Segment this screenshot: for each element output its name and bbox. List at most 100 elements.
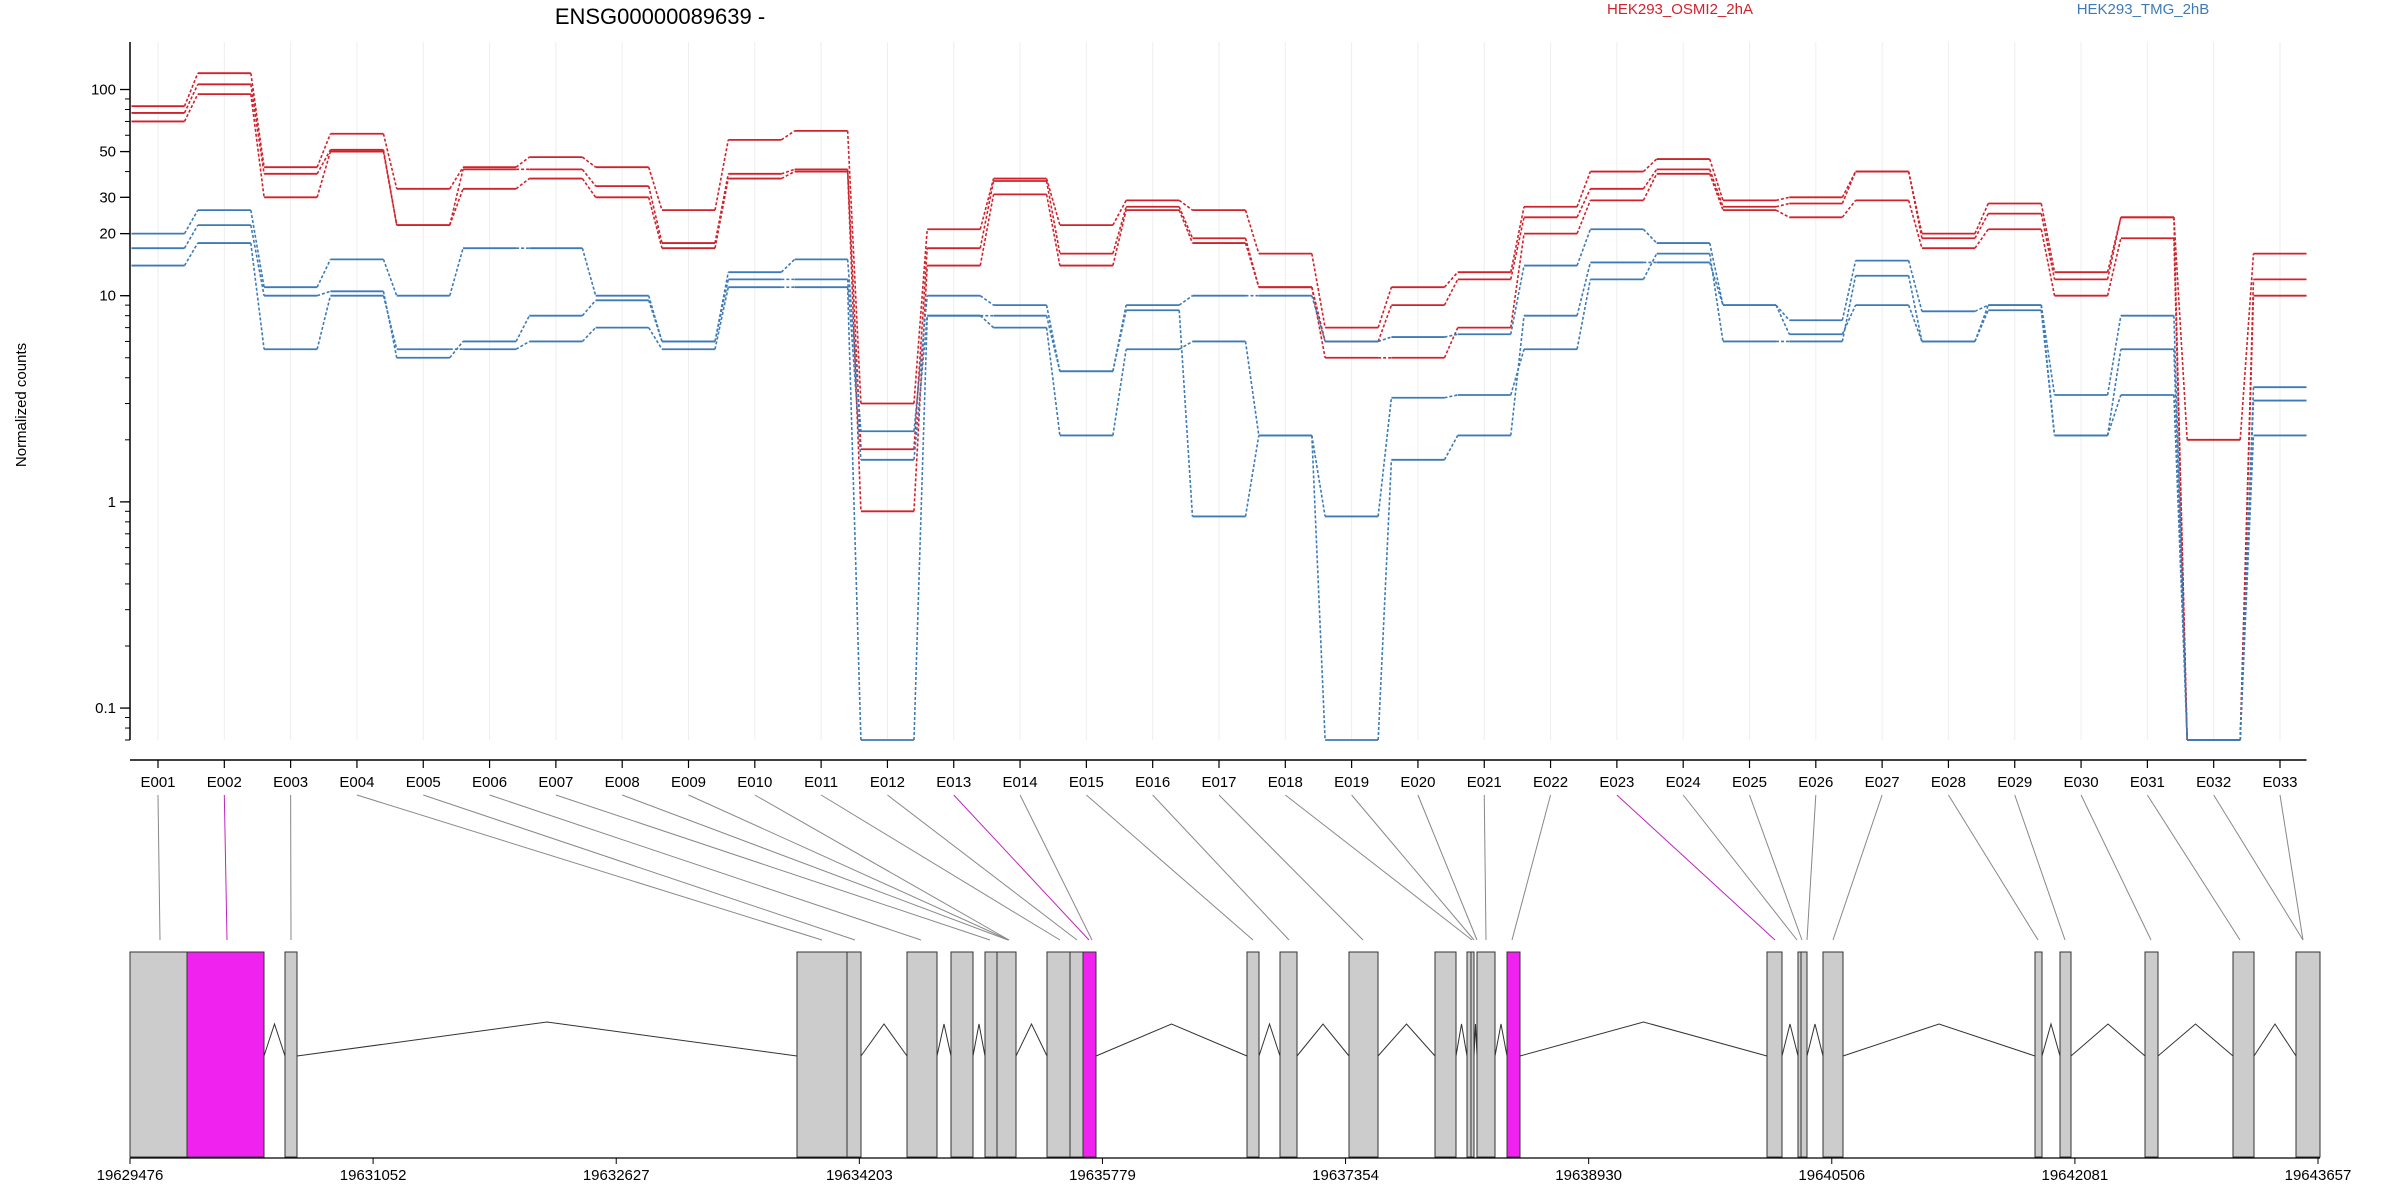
exon-box-5 — [846, 951, 862, 1158]
genomic-tick-label: 19634203 — [826, 1167, 893, 1184]
connector-e020 — [1417, 794, 1478, 941]
x-tick-label-e014: E014 — [1003, 774, 1038, 791]
gridlines — [157, 42, 2281, 740]
intron-line — [1296, 1023, 1350, 1057]
genomic-tick-label: 19638930 — [1555, 1167, 1622, 1184]
connector-e028 — [1948, 794, 2039, 941]
x-tick-label-e001: E001 — [140, 774, 175, 791]
intron-line — [2041, 1022, 2061, 1057]
y-tick-label: 10 — [99, 288, 116, 305]
y-tick-label: 1 — [108, 494, 116, 511]
connector-e007 — [555, 794, 991, 941]
exon-box-6 — [906, 951, 938, 1158]
connector-e021 — [1483, 794, 1487, 941]
connector-e029 — [2014, 794, 2066, 941]
genomic-tick-label: 19640506 — [1798, 1167, 1865, 1184]
exon-box-20 — [1506, 951, 1521, 1158]
connector-e026 — [1806, 794, 1817, 941]
exon-box-24 — [1822, 951, 1844, 1158]
legend-label-tmg: HEK293_TMG_2hB — [2077, 1, 2210, 18]
intron-line — [263, 1022, 286, 1057]
x-tick-label-e013: E013 — [936, 774, 971, 791]
intron-line — [1258, 1022, 1281, 1057]
exon-box-15 — [1348, 951, 1379, 1158]
series-4-transitions — [183, 209, 2255, 741]
genomic-axis: 19629476 19631052 19632627 19634203 19635779… — [97, 1157, 2352, 1184]
intron-line — [1377, 1023, 1436, 1057]
x-tick-label-e003: E003 — [273, 774, 308, 791]
connector-e027 — [1832, 794, 1883, 941]
connector-e016 — [1152, 794, 1290, 941]
exon-box-14 — [1279, 951, 1298, 1158]
intron-line — [296, 1021, 798, 1057]
connector-e014 — [1019, 794, 1093, 941]
exon-box-9 — [996, 951, 1017, 1158]
series-2-transitions — [183, 83, 2255, 741]
connector-e025 — [1749, 794, 1803, 941]
exon-box-4 — [796, 951, 848, 1158]
x-tick-label-e009: E009 — [671, 774, 706, 791]
intron-line — [1781, 1023, 1799, 1057]
exon-box-23 — [1800, 951, 1808, 1158]
genomic-tick-label: 19632627 — [583, 1167, 650, 1184]
legend-label-osmi2: HEK293_OSMI2_2hA — [1607, 1, 1753, 18]
connector-e030 — [2080, 794, 2152, 941]
y-axis-label: Normalized counts — [13, 343, 30, 467]
exon-box-18 — [1470, 951, 1475, 1158]
genomic-tick-label: 19629476 — [97, 1167, 164, 1184]
connector-e006 — [489, 794, 922, 941]
exon-box-1 — [129, 951, 188, 1158]
connector-e033 — [2279, 794, 2304, 941]
x-tick-label-e028: E028 — [1931, 774, 1966, 791]
connector-e017 — [1218, 794, 1364, 941]
chart-title: ENSG00000089639 - — [555, 4, 765, 29]
connector-e031 — [2146, 794, 2241, 941]
x-tick-label-e033: E033 — [2262, 774, 2297, 791]
x-axis: E001 E002 E003 E004 E005 E006 E007 E008 E009 E010… — [130, 759, 2307, 791]
y-tick-label: 30 — [99, 189, 116, 206]
exon-box-10 — [1046, 951, 1071, 1158]
intron-line — [1806, 1023, 1824, 1057]
intron-line — [1473, 1023, 1478, 1057]
exon-box-19 — [1476, 951, 1496, 1158]
intron-line — [860, 1023, 908, 1057]
x-tick-label-e007: E007 — [538, 774, 573, 791]
connector-e001 — [157, 794, 161, 941]
series-layer — [131, 72, 2307, 741]
exon-box-7 — [950, 951, 974, 1158]
series-5-transitions — [183, 224, 2255, 741]
exon-box-8 — [984, 951, 998, 1158]
exon-box-3 — [284, 951, 298, 1158]
x-tick-label-e023: E023 — [1599, 774, 1634, 791]
x-tick-label-e019: E019 — [1334, 774, 1369, 791]
connector-e009 — [688, 794, 1010, 941]
x-tick-label-e020: E020 — [1400, 774, 1435, 791]
connector-e011 — [820, 794, 1061, 941]
connector-e008 — [622, 794, 1009, 941]
connector-e010 — [754, 794, 1010, 941]
y-tick-label: 20 — [99, 226, 116, 243]
x-tick-label-e030: E030 — [2064, 774, 2099, 791]
intron-line — [972, 1023, 986, 1057]
x-tick-label-e022: E022 — [1533, 774, 1568, 791]
x-tick-label-e008: E008 — [605, 774, 640, 791]
x-tick-label-e011: E011 — [804, 774, 838, 791]
connector-e022 — [1511, 794, 1552, 941]
connector-e012 — [887, 794, 1078, 941]
exon-box-17 — [1466, 951, 1472, 1158]
connector-e018 — [1285, 794, 1473, 941]
genomic-tick-label: 19643657 — [2285, 1167, 2352, 1184]
intron-line — [1519, 1021, 1768, 1057]
genomic-tick-label: 19635779 — [1069, 1167, 1136, 1184]
x-tick-label-e016: E016 — [1135, 774, 1170, 791]
y-tick-label: 100 — [91, 82, 116, 99]
x-tick-label-e026: E026 — [1798, 774, 1833, 791]
exon-box-29 — [2295, 951, 2321, 1158]
intron-line — [936, 1023, 952, 1057]
x-tick-label-e032: E032 — [2196, 774, 2231, 791]
x-tick-label-e004: E004 — [339, 774, 374, 791]
intron-line — [2253, 1023, 2297, 1057]
x-tick-label-e018: E018 — [1268, 774, 1303, 791]
connector-e013 — [953, 794, 1090, 941]
